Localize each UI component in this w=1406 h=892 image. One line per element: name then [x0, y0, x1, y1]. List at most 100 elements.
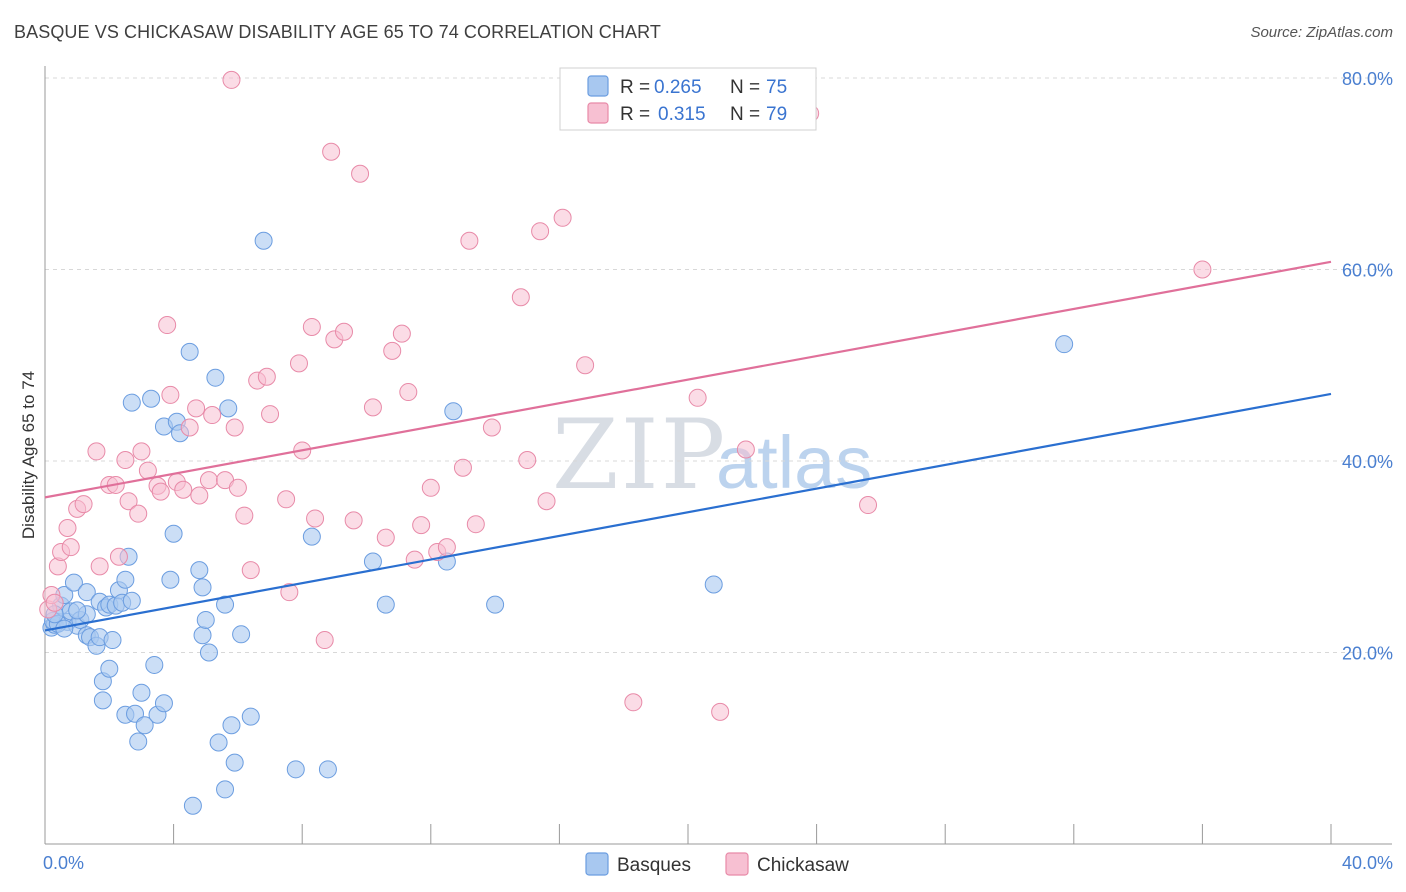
basque-point — [232, 625, 251, 644]
chickasaw-point — [161, 385, 180, 404]
basque-point — [103, 631, 122, 650]
chickasaw-point — [151, 482, 170, 501]
chickasaw-point — [199, 471, 218, 490]
x-tick-label: 40.0% — [1342, 853, 1393, 873]
watermark-atlas: atlas — [716, 421, 872, 504]
basque-point — [154, 694, 173, 713]
chickasaw-point — [412, 516, 431, 535]
chickasaw-point — [405, 550, 424, 569]
chickasaw-point — [322, 142, 341, 161]
chickasaw-point — [306, 509, 325, 528]
basque-point — [100, 659, 119, 678]
basque-point — [199, 643, 218, 662]
chickasaw-point — [383, 341, 402, 360]
chickasaw-point — [261, 405, 280, 424]
chickasaw-point — [302, 317, 321, 336]
basque-point — [122, 393, 141, 412]
chickasaw-legend-swatch — [587, 102, 609, 124]
chickasaw-point — [225, 418, 244, 437]
basque-point — [132, 683, 151, 702]
chickasaw-point — [235, 506, 254, 525]
source-label: Source: ZipAtlas.com — [1250, 24, 1393, 41]
basque-point — [68, 601, 87, 620]
chickasaw-point — [190, 486, 209, 505]
chickasaw-point — [109, 547, 128, 566]
chickasaw-point — [87, 442, 106, 461]
chickasaw-r-value: 0.315 — [658, 104, 706, 125]
chickasaw-point — [376, 528, 395, 547]
chickasaw-point — [222, 70, 241, 89]
chickasaw-point — [518, 451, 537, 470]
series-legend: Basques Chickasaw — [585, 852, 849, 876]
chickasaw-point — [624, 693, 643, 712]
chickasaw-point — [351, 164, 370, 183]
chickasaw-point — [116, 451, 135, 470]
chickasaw-point — [531, 222, 550, 241]
basque-point — [145, 655, 164, 674]
chickasaw-point — [553, 208, 572, 227]
basque-point — [286, 760, 305, 779]
x-tick-label: 0.0% — [43, 853, 84, 873]
tick-labels: 20.0% 40.0% 60.0% 80.0% 0.0% 40.0% — [43, 69, 1393, 873]
chickasaw-point — [129, 504, 148, 523]
chart-title: BASQUE VS CHICKASAW DISABILITY AGE 65 TO… — [14, 22, 661, 42]
basque-point — [164, 524, 183, 543]
chickasaw-n-label: N = — [730, 104, 760, 125]
basque-point — [77, 583, 96, 602]
y-tick-label: 20.0% — [1342, 644, 1393, 664]
chickasaw-point — [399, 383, 418, 402]
chickasaw-point — [576, 356, 595, 375]
basque-point — [486, 595, 505, 614]
basque-n-value: 75 — [766, 77, 787, 98]
basque-point — [135, 716, 154, 735]
chickasaw-point — [277, 490, 296, 509]
basque-point — [190, 561, 209, 580]
chickasaw-point — [158, 316, 177, 335]
y-tick-label: 80.0% — [1342, 69, 1393, 89]
y-tick-label: 40.0% — [1342, 452, 1393, 472]
stats-legend: R = 0.265 N = 75 R = 0.315 N = 79 — [559, 67, 817, 131]
watermark-zip: ZIP — [552, 399, 727, 511]
basque-point — [225, 753, 244, 772]
chickasaw-point — [466, 515, 485, 534]
basque-point — [254, 231, 273, 250]
basque-point — [219, 399, 238, 418]
basque-point — [183, 796, 202, 815]
chickasaw-point — [334, 322, 353, 341]
basque-point — [363, 552, 382, 571]
basque-points — [42, 231, 1074, 815]
chickasaw-point — [363, 398, 382, 417]
chickasaw-point — [289, 354, 308, 373]
chickasaw-point — [58, 519, 77, 538]
chickasaw-point — [280, 583, 299, 602]
chickasaw-points — [39, 70, 1212, 721]
chickasaw-point — [180, 418, 199, 437]
basque-point — [216, 595, 235, 614]
basque-point — [209, 733, 228, 752]
chickasaw-r-label: R = — [620, 104, 650, 125]
chickasaw-point — [241, 561, 260, 580]
chickasaw-point — [711, 702, 730, 721]
chickasaw-point — [315, 631, 334, 650]
chickasaw-point — [511, 288, 530, 307]
basque-point — [376, 595, 395, 614]
basque-point — [180, 342, 199, 361]
basque-trend-line — [44, 392, 1332, 632]
basque-point — [318, 760, 337, 779]
basque-point — [302, 527, 321, 546]
chickasaw-point — [421, 478, 440, 497]
chickasaw-point — [344, 511, 363, 530]
basque-point — [64, 573, 83, 592]
chickasaw-point — [257, 367, 276, 386]
basque-point — [142, 389, 161, 408]
basque-n-label: N = — [730, 77, 760, 98]
basque-r-label: R = — [620, 77, 650, 98]
basque-point — [129, 732, 148, 751]
basque-point — [444, 402, 463, 421]
basque-point — [222, 716, 241, 735]
basque-point — [193, 578, 212, 597]
chickasaw-point — [392, 324, 411, 343]
chickasaw-point — [228, 478, 247, 497]
chickasaw-point — [203, 406, 222, 425]
basque-point — [1055, 335, 1074, 354]
